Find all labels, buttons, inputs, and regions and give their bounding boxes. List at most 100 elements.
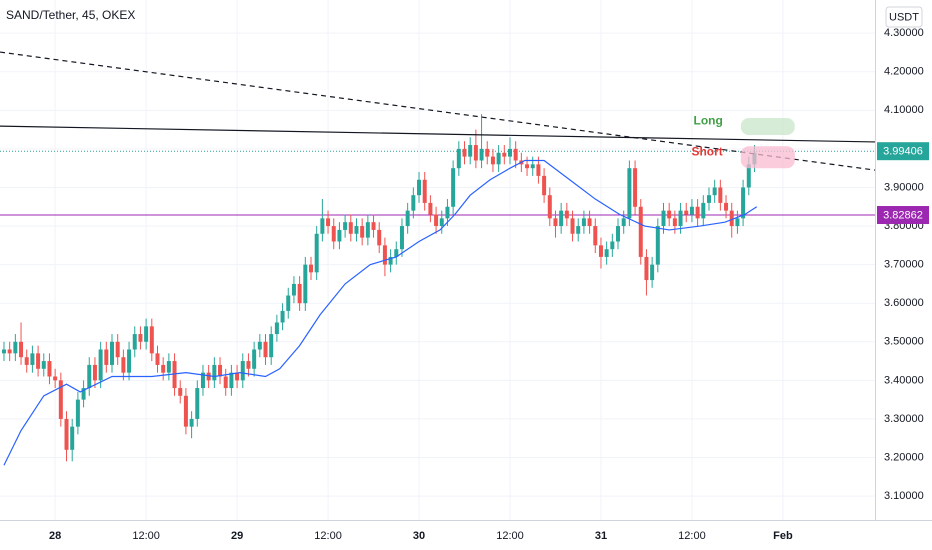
candle-body bbox=[132, 334, 137, 350]
candle-body bbox=[274, 322, 279, 335]
candle-body bbox=[252, 349, 257, 369]
candle-body bbox=[24, 357, 29, 365]
candle-body bbox=[485, 148, 490, 157]
candle-body bbox=[502, 152, 507, 157]
moving-average bbox=[3, 159, 758, 466]
candle-body bbox=[314, 233, 319, 273]
candle-body bbox=[30, 353, 35, 365]
candle-body bbox=[371, 222, 376, 230]
candle-body bbox=[166, 361, 171, 373]
candle-body bbox=[672, 218, 677, 227]
currency-box[interactable] bbox=[885, 6, 923, 28]
candle-body bbox=[127, 349, 132, 373]
candle-body bbox=[593, 226, 598, 246]
candle-body bbox=[718, 187, 723, 203]
candle-body bbox=[417, 179, 422, 196]
candle-body bbox=[178, 388, 183, 396]
candle-body bbox=[735, 218, 740, 227]
candle-body bbox=[741, 187, 746, 219]
candle-body bbox=[411, 195, 416, 211]
candle-body bbox=[41, 361, 46, 369]
y-tick-label: 3.60000 bbox=[884, 297, 924, 309]
candle-body bbox=[81, 388, 86, 400]
candle-body bbox=[451, 168, 456, 207]
x-tick-label: 12:00 bbox=[132, 530, 160, 542]
candle-body bbox=[172, 361, 177, 389]
candle-body bbox=[650, 264, 655, 281]
candle-body bbox=[621, 218, 626, 227]
x-tick-label: Feb bbox=[773, 530, 793, 542]
candle-body bbox=[422, 179, 427, 203]
candle-body bbox=[47, 361, 52, 377]
candle-body bbox=[576, 226, 581, 234]
candle-body bbox=[689, 206, 694, 215]
zone bbox=[740, 118, 795, 136]
candle-body bbox=[382, 245, 387, 265]
candle-body bbox=[638, 206, 643, 257]
x-tick-label: 30 bbox=[413, 530, 425, 542]
candle-body bbox=[92, 364, 97, 381]
candle-body bbox=[598, 245, 603, 257]
candle-body bbox=[36, 353, 41, 369]
candle-body bbox=[70, 426, 75, 450]
candle-body bbox=[115, 341, 120, 358]
candle-body bbox=[138, 334, 143, 342]
candle-body bbox=[286, 295, 291, 311]
candle-body bbox=[149, 326, 154, 354]
candle-body bbox=[200, 372, 205, 389]
candle-body bbox=[1, 349, 6, 354]
chart-title: SAND/Tether, 45, OKEX bbox=[6, 8, 135, 22]
candle-body bbox=[439, 218, 444, 227]
candle-body bbox=[712, 187, 717, 196]
candle-body bbox=[343, 222, 348, 230]
y-tick-label: 4.20000 bbox=[884, 66, 924, 78]
candle-body bbox=[627, 168, 632, 219]
candle-body bbox=[468, 145, 473, 157]
candle-body bbox=[536, 164, 541, 176]
candle-body bbox=[388, 256, 393, 265]
trendline bbox=[0, 51, 876, 171]
candle-body bbox=[320, 218, 325, 234]
candle-body bbox=[746, 164, 751, 188]
candle-body bbox=[223, 376, 228, 389]
candle-body bbox=[434, 214, 439, 227]
candle-body bbox=[75, 399, 80, 427]
candle-body bbox=[19, 341, 24, 358]
candle-body bbox=[553, 218, 558, 227]
candle-body bbox=[587, 218, 592, 227]
candle-body bbox=[189, 418, 194, 427]
candle-body bbox=[724, 202, 729, 211]
candle-body bbox=[456, 148, 461, 169]
candle-body bbox=[246, 361, 251, 369]
candle-body bbox=[326, 218, 331, 227]
candle-body bbox=[263, 341, 268, 358]
candle-body bbox=[604, 249, 609, 257]
candle-body bbox=[87, 364, 92, 389]
candle-body bbox=[155, 353, 160, 365]
candle-body bbox=[399, 226, 404, 250]
currency[interactable]: USDT bbox=[889, 11, 919, 23]
candle-body bbox=[365, 222, 370, 238]
candle-body bbox=[678, 210, 683, 227]
y-tick-label: 4.30000 bbox=[884, 27, 924, 39]
candle-body bbox=[706, 195, 711, 203]
candle-body bbox=[616, 226, 621, 242]
candle-body bbox=[695, 206, 700, 219]
candle-body bbox=[348, 222, 353, 234]
candle-body bbox=[655, 226, 660, 265]
candle-body bbox=[218, 364, 223, 377]
candle-body bbox=[206, 372, 211, 381]
candle-body bbox=[428, 202, 433, 215]
candle-body bbox=[269, 334, 274, 358]
price-label-box bbox=[877, 206, 929, 225]
candle-body bbox=[229, 372, 234, 389]
candle-body bbox=[394, 249, 399, 257]
candle-body bbox=[559, 210, 564, 227]
candle-body bbox=[684, 210, 689, 215]
candle-body bbox=[462, 148, 467, 157]
candle-body bbox=[64, 418, 69, 450]
candle-body bbox=[479, 148, 484, 161]
candle-body bbox=[507, 148, 512, 157]
candle-body bbox=[547, 195, 552, 219]
